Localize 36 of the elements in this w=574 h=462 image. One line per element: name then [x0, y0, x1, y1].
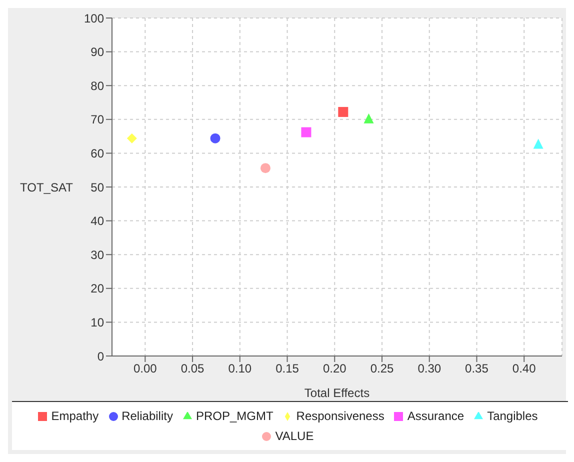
legend-label: VALUE — [275, 429, 314, 443]
y-tick-label: 80 — [90, 78, 104, 93]
y-tick-label: 40 — [90, 214, 104, 228]
y-tick-label: 30 — [90, 248, 104, 262]
legend-label: Tangibles — [487, 409, 538, 423]
x-tick-label: 0.20 — [322, 362, 347, 376]
y-tick-label: 20 — [90, 282, 104, 296]
y-tick-label: 90 — [90, 45, 104, 60]
legend-label: PROP_MGMT — [196, 409, 274, 423]
x-tick-label: 0.10 — [228, 362, 252, 376]
y-tick-label: 100 — [84, 11, 104, 26]
x-tick-label: 0.15 — [276, 362, 300, 376]
point — [126, 133, 137, 144]
y-tick-label: 70 — [90, 112, 104, 127]
point — [210, 133, 220, 144]
y-tick-label: 50 — [90, 180, 104, 194]
legend-label: Empathy — [51, 409, 99, 423]
x-tick-label: 0.30 — [418, 362, 442, 376]
x-tick-label: 0.00 — [133, 362, 158, 376]
x-tick-label: 0.05 — [180, 362, 205, 376]
point — [338, 106, 348, 117]
point — [260, 163, 270, 174]
legend-label: Responsiveness — [296, 409, 384, 423]
x-tick-label: 0.40 — [512, 362, 536, 376]
x-tick-label: 0.25 — [370, 362, 394, 376]
y-tick-label: 0 — [97, 349, 104, 364]
x-axis-title: Total Effects — [304, 386, 370, 400]
legend-label: Assurance — [407, 409, 464, 423]
x-tick-label: 0.35 — [465, 362, 489, 376]
legend-label: Reliability — [122, 409, 173, 423]
y-tick-label: 10 — [90, 315, 104, 330]
point — [301, 127, 312, 138]
point — [364, 113, 374, 124]
y-tick-label: 60 — [90, 146, 104, 160]
point — [533, 138, 544, 149]
y-axis-title: TOT_SAT — [20, 180, 74, 194]
